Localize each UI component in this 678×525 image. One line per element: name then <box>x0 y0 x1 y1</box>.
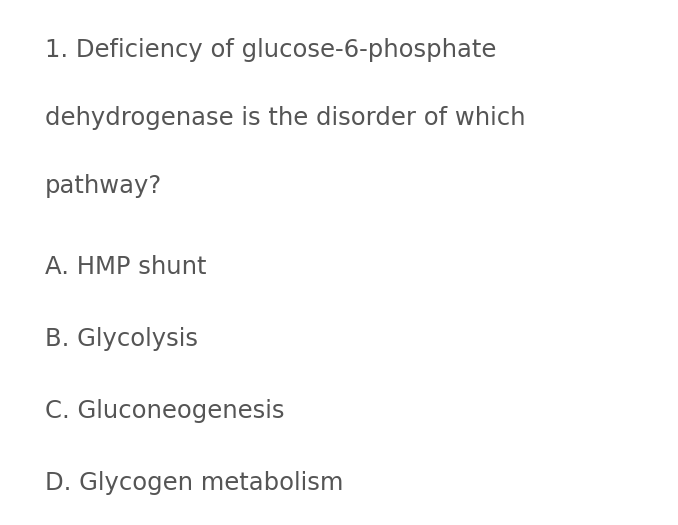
Text: B. Glycolysis: B. Glycolysis <box>45 327 198 351</box>
Text: D. Glycogen metabolism: D. Glycogen metabolism <box>45 471 343 495</box>
Text: dehydrogenase is the disorder of which: dehydrogenase is the disorder of which <box>45 106 525 130</box>
Text: A. HMP shunt: A. HMP shunt <box>45 255 207 279</box>
Text: pathway?: pathway? <box>45 174 162 198</box>
Text: 1. Deficiency of glucose-6-phosphate: 1. Deficiency of glucose-6-phosphate <box>45 38 496 62</box>
Text: C. Gluconeogenesis: C. Gluconeogenesis <box>45 399 285 423</box>
